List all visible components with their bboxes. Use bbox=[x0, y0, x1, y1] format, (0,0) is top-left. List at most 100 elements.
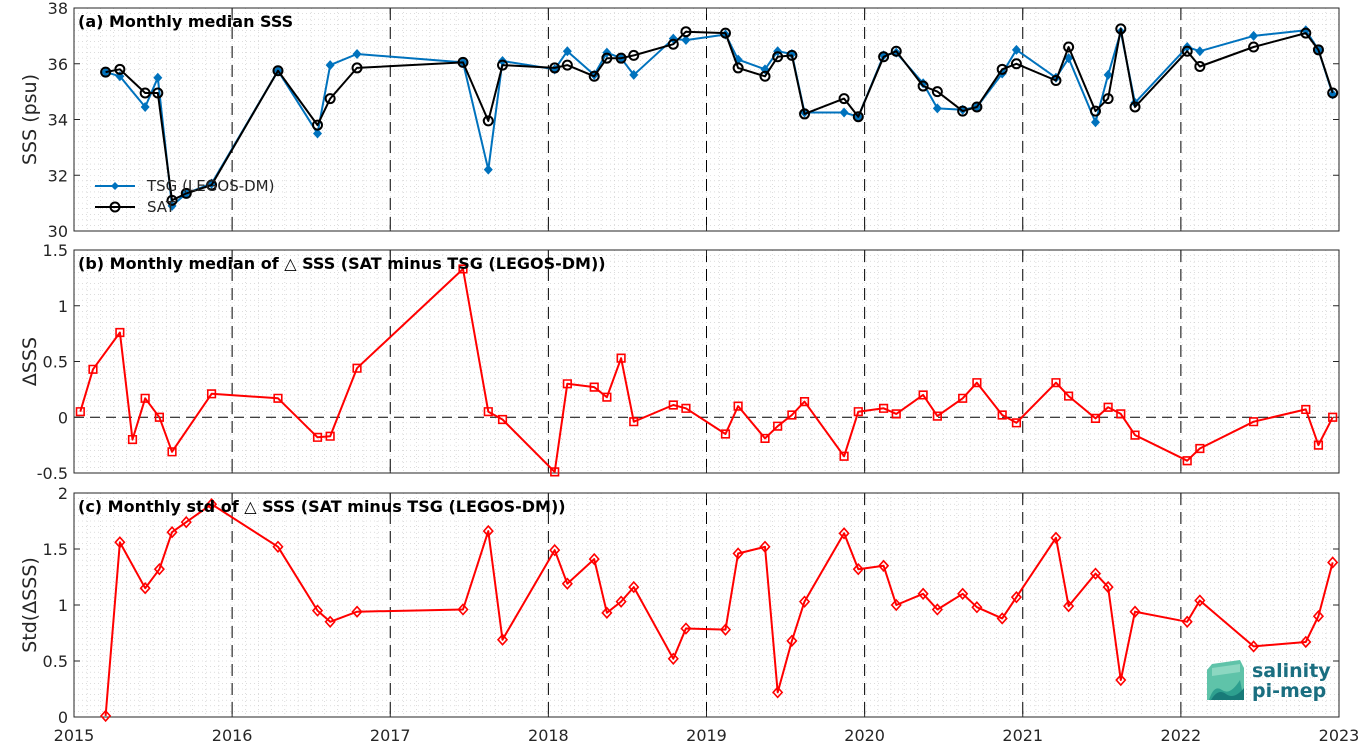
data-point bbox=[180, 187, 192, 199]
data-point bbox=[799, 397, 810, 407]
data-point bbox=[497, 59, 509, 71]
data-point bbox=[75, 407, 85, 417]
data-point bbox=[681, 403, 691, 413]
data-point bbox=[957, 587, 969, 600]
data-point bbox=[562, 379, 572, 389]
data-point bbox=[562, 46, 572, 57]
x-tick-label: 2017 bbox=[370, 726, 411, 745]
data-point bbox=[931, 603, 943, 616]
data-point bbox=[311, 604, 324, 617]
data-point bbox=[1115, 673, 1127, 687]
data-point bbox=[1103, 402, 1113, 412]
data-point bbox=[878, 559, 890, 572]
data-point bbox=[272, 540, 284, 553]
data-point bbox=[167, 447, 177, 457]
data-point bbox=[588, 552, 600, 566]
data-point bbox=[153, 72, 163, 83]
y-tick-label: 1.5 bbox=[43, 540, 68, 559]
data-point bbox=[1195, 46, 1205, 57]
data-point bbox=[759, 540, 771, 553]
data-point bbox=[1312, 44, 1324, 56]
data-point bbox=[1248, 640, 1260, 653]
logo-wave-icon bbox=[1207, 660, 1244, 700]
data-point bbox=[457, 603, 469, 616]
data-point bbox=[1011, 418, 1022, 428]
data-point bbox=[719, 623, 732, 636]
legend-sat-marker bbox=[109, 201, 121, 213]
data-point bbox=[139, 582, 151, 595]
data-point bbox=[483, 164, 493, 175]
data-point bbox=[733, 401, 743, 411]
data-point bbox=[272, 65, 284, 77]
data-point bbox=[629, 417, 639, 427]
data-point bbox=[589, 382, 599, 392]
data-point bbox=[1182, 456, 1192, 466]
data-point bbox=[772, 51, 784, 63]
x-tick-label: 2021 bbox=[1002, 726, 1043, 745]
y-tick-label: 32 bbox=[48, 166, 68, 185]
x-tick-label: 2022 bbox=[1161, 726, 1202, 745]
data-point bbox=[206, 179, 218, 191]
data-point bbox=[351, 62, 363, 74]
data-point bbox=[838, 93, 850, 105]
data-point bbox=[879, 403, 889, 413]
data-point bbox=[166, 194, 178, 206]
data-point bbox=[891, 409, 901, 419]
data-point bbox=[205, 498, 218, 511]
data-point bbox=[890, 45, 902, 57]
data-point bbox=[324, 615, 336, 628]
data-point bbox=[352, 363, 362, 373]
y-tick-label: 36 bbox=[48, 55, 68, 74]
data-point bbox=[616, 353, 626, 363]
data-point bbox=[1300, 635, 1312, 649]
y-tick-label: 0.5 bbox=[43, 353, 68, 372]
data-point bbox=[719, 27, 731, 39]
x-tick-label: 2020 bbox=[844, 726, 885, 745]
data-point bbox=[1248, 41, 1260, 53]
panel-c-ylabel: Std(ΔSSS) bbox=[19, 557, 41, 653]
data-point bbox=[958, 393, 968, 403]
y-tick-label: 38 bbox=[48, 0, 68, 18]
data-point bbox=[799, 108, 811, 120]
data-point bbox=[1063, 41, 1075, 53]
logo-text-line2: pi-mep bbox=[1252, 680, 1326, 702]
data-point bbox=[918, 78, 928, 89]
data-point bbox=[1115, 23, 1127, 35]
data-point bbox=[680, 26, 692, 38]
data-point bbox=[1116, 409, 1126, 419]
data-point bbox=[482, 524, 494, 538]
data-point bbox=[458, 264, 468, 274]
data-point bbox=[1327, 556, 1339, 569]
x-tick-label: 2023 bbox=[1319, 726, 1360, 745]
data-point bbox=[1129, 101, 1141, 113]
y-tick-label: 1 bbox=[58, 596, 68, 615]
y-tick-label: 0 bbox=[58, 708, 68, 727]
data-point bbox=[971, 101, 983, 113]
data-point bbox=[852, 111, 864, 123]
data-point bbox=[457, 56, 469, 68]
data-point bbox=[997, 410, 1007, 420]
data-point bbox=[154, 412, 164, 422]
series-line-c-0 bbox=[104, 503, 1334, 716]
data-point bbox=[588, 70, 600, 82]
data-point bbox=[957, 105, 969, 117]
data-point bbox=[932, 411, 942, 421]
data-point bbox=[996, 612, 1008, 625]
data-point bbox=[732, 62, 744, 74]
data-point bbox=[100, 709, 112, 723]
data-point bbox=[88, 364, 98, 374]
data-point bbox=[1050, 74, 1062, 86]
panel-a-ylabel: SSS (psu) bbox=[19, 74, 41, 165]
data-point bbox=[482, 115, 494, 127]
data-point bbox=[601, 52, 613, 64]
y-tick-label: 1.5 bbox=[43, 241, 68, 260]
data-point bbox=[1089, 105, 1101, 117]
panel-c-monthly-std-delta-sss: 0 0.5 1 1.5 2 2015 2016 2017 2018 2019 2020 2021 20… bbox=[19, 484, 1359, 745]
data-point bbox=[1195, 443, 1205, 454]
data-point bbox=[838, 527, 850, 540]
data-point bbox=[550, 467, 560, 477]
data-point bbox=[839, 107, 849, 118]
data-point bbox=[561, 59, 573, 71]
data-point bbox=[852, 562, 864, 576]
data-point bbox=[351, 605, 363, 618]
